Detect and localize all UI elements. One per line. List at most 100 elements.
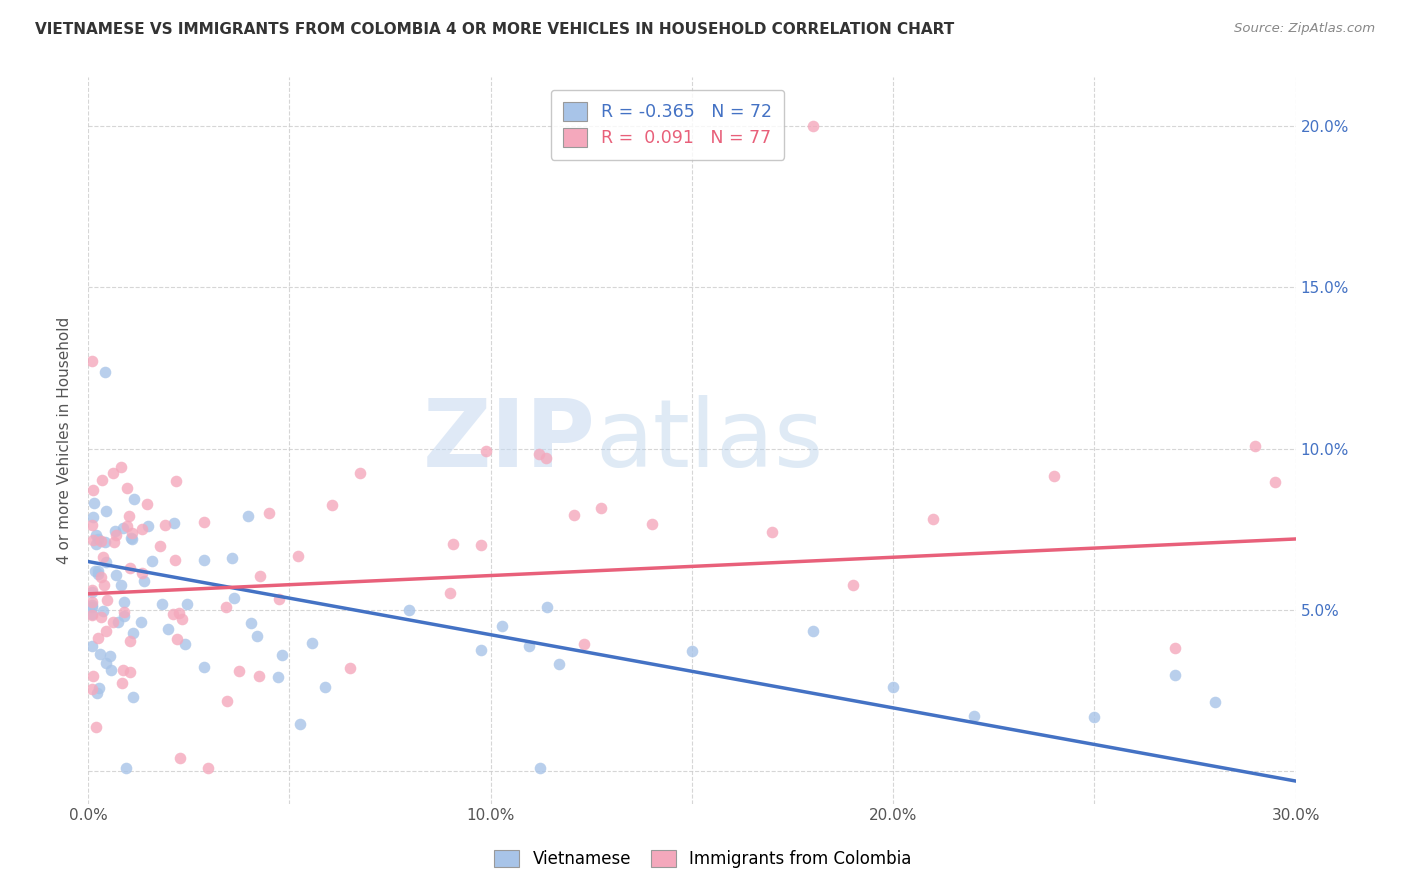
Point [94, 535, 117, 549]
Point [121, 690, 143, 704]
Point [149, 539, 172, 553]
Point [93, 550, 115, 565]
Point [529, 447, 551, 461]
Point [100, 663, 122, 677]
Point [84, 720, 107, 734]
Point [96, 503, 118, 517]
Point [87, 631, 110, 645]
Point [169, 751, 191, 765]
Point [174, 637, 197, 651]
Point [87, 532, 110, 546]
Point [536, 600, 558, 615]
Point [82, 607, 104, 621]
Point [153, 517, 176, 532]
Point [236, 508, 259, 523]
Point [94, 365, 117, 379]
Point [287, 549, 309, 564]
Point [115, 761, 138, 775]
Point [1244, 439, 1267, 453]
Point [87, 564, 110, 578]
Point [222, 591, 245, 606]
Point [111, 675, 134, 690]
Point [82, 582, 104, 597]
Point [474, 443, 496, 458]
Point [197, 761, 219, 775]
Point [193, 515, 215, 529]
Point [86, 537, 108, 551]
Point [288, 717, 311, 731]
Point [112, 605, 135, 619]
Text: VIETNAMESE VS IMMIGRANTS FROM COLOMBIA 4 OR MORE VEHICLES IN HOUSEHOLD CORRELATI: VIETNAMESE VS IMMIGRANTS FROM COLOMBIA 4… [35, 22, 955, 37]
Point [112, 663, 135, 677]
Y-axis label: 4 or more Vehicles in Household: 4 or more Vehicles in Household [58, 317, 72, 564]
Point [470, 538, 492, 552]
Point [120, 633, 142, 648]
Point [82, 518, 104, 533]
Point [141, 554, 163, 568]
Point [228, 665, 250, 679]
Point [104, 524, 127, 539]
Point [120, 665, 142, 679]
Point [1164, 668, 1187, 682]
Point [470, 643, 492, 657]
Point [398, 602, 420, 616]
Point [270, 648, 292, 663]
Point [1043, 468, 1066, 483]
Point [98, 648, 121, 663]
Point [96, 624, 118, 638]
Point [215, 600, 238, 615]
Point [112, 608, 135, 623]
Point [163, 516, 186, 531]
Point [82, 533, 104, 547]
Point [267, 670, 290, 684]
Point [90, 610, 112, 624]
Text: Source: ZipAtlas.com: Source: ZipAtlas.com [1234, 22, 1375, 36]
Point [82, 354, 104, 368]
Point [101, 615, 124, 629]
Point [91, 473, 114, 487]
Point [193, 552, 215, 566]
Point [547, 657, 569, 672]
Point [166, 632, 188, 647]
Point [82, 595, 104, 609]
Point [84, 565, 107, 579]
Point [441, 537, 464, 551]
Point [135, 497, 157, 511]
Text: atlas: atlas [595, 394, 824, 486]
Point [89, 647, 111, 661]
Point [105, 568, 128, 582]
Point [247, 669, 270, 683]
Point [589, 501, 612, 516]
Point [110, 459, 132, 474]
Point [103, 535, 125, 549]
Point [115, 481, 138, 495]
Text: ZIP: ZIP [422, 394, 595, 486]
Point [91, 604, 114, 618]
Point [136, 519, 159, 533]
Point [82, 585, 104, 599]
Point [314, 680, 336, 694]
Point [94, 657, 117, 671]
Point [1264, 475, 1286, 490]
Point [93, 577, 115, 591]
Point [842, 578, 865, 592]
Point [118, 561, 141, 575]
Point [491, 619, 513, 633]
Point [121, 525, 143, 540]
Point [94, 555, 117, 569]
Point [82, 510, 104, 524]
Point [129, 615, 152, 630]
Point [131, 566, 153, 580]
Point [681, 644, 703, 658]
Point [193, 659, 215, 673]
Point [121, 532, 143, 546]
Point [339, 661, 361, 675]
Point [163, 553, 186, 567]
Point [122, 625, 145, 640]
Point [82, 599, 104, 613]
Point [169, 606, 191, 620]
Point [111, 520, 134, 534]
Point [239, 615, 262, 630]
Point [882, 681, 904, 695]
Legend: Vietnamese, Immigrants from Colombia: Vietnamese, Immigrants from Colombia [486, 842, 920, 877]
